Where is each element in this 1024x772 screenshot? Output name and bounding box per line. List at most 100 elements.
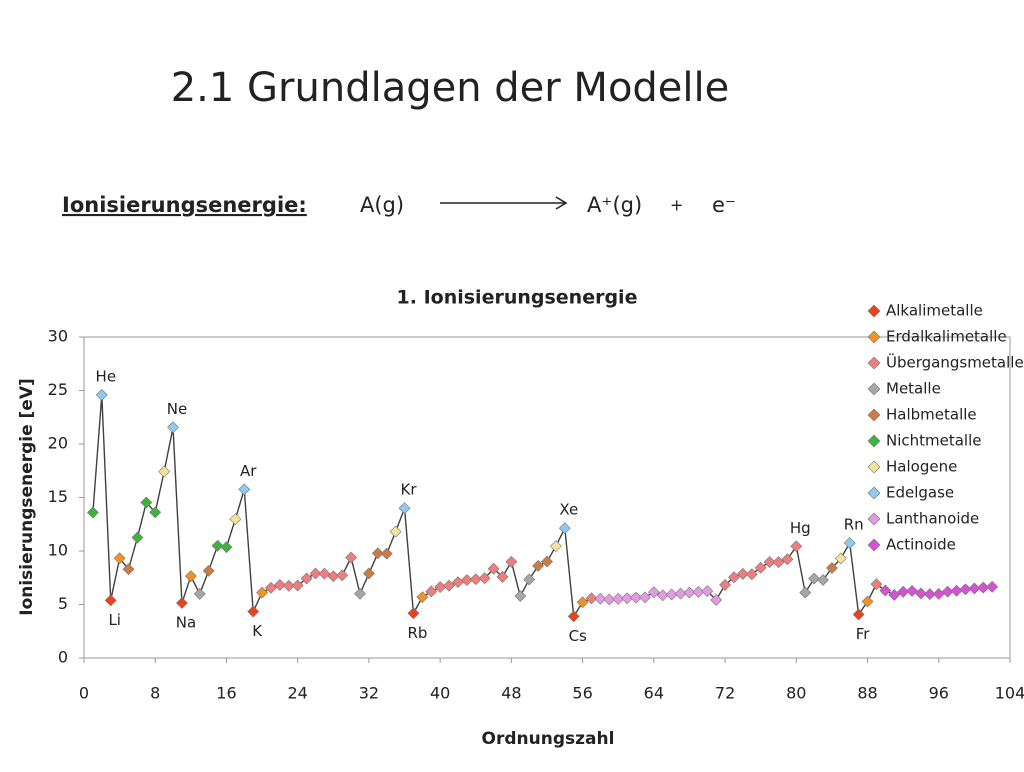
- x-tick-label: 24: [288, 684, 308, 703]
- x-tick-label: 16: [216, 684, 236, 703]
- data-point: [282, 579, 295, 592]
- data-point: [416, 591, 429, 604]
- data-point: [923, 588, 936, 601]
- legend-swatch: [867, 460, 881, 474]
- data-point: [986, 580, 999, 593]
- data-point: [95, 388, 108, 401]
- legend-label: Übergangsmetalle: [886, 353, 1024, 372]
- point-annotation: Fr: [856, 625, 871, 643]
- point-annotation: Rb: [407, 624, 427, 642]
- data-point: [639, 591, 651, 604]
- data-point: [229, 513, 242, 526]
- data-point: [870, 578, 883, 591]
- legend-swatch: [867, 356, 881, 370]
- data-point: [523, 573, 536, 586]
- legend-label: Metalle: [886, 380, 941, 398]
- legend-swatch: [867, 408, 881, 422]
- x-tick-label: 104: [995, 684, 1024, 703]
- data-point: [265, 581, 277, 594]
- data-point: [309, 567, 322, 580]
- x-tick-label: 0: [79, 684, 89, 703]
- y-tick-label: 15: [48, 487, 68, 506]
- chart-title: 1. Ionisierungsenergie: [397, 287, 638, 309]
- legend-swatch: [867, 512, 881, 526]
- y-tick-label: 5: [58, 594, 68, 613]
- data-point: [167, 421, 179, 434]
- data-point: [719, 578, 732, 591]
- data-point: [425, 585, 438, 598]
- data-point: [630, 591, 642, 604]
- x-tick-label: 8: [150, 684, 160, 703]
- slide-title: 2.1 Grundlagen der Modelle: [171, 65, 730, 111]
- data-point: [211, 539, 224, 552]
- data-point: [754, 561, 767, 574]
- x-tick-label: 80: [786, 684, 806, 703]
- data-point: [825, 562, 838, 574]
- data-point: [247, 605, 260, 618]
- data-point: [398, 502, 411, 515]
- data-point: [897, 585, 910, 598]
- data-point: [362, 567, 375, 580]
- data-point: [549, 540, 562, 553]
- legend-label: Actinoide: [886, 536, 956, 554]
- x-axis-title: Ordnungszahl: [482, 729, 615, 749]
- arrow-head: [555, 196, 568, 210]
- data-point: [772, 556, 785, 569]
- data-point: [763, 556, 776, 568]
- data-point: [336, 569, 349, 582]
- data-point: [808, 572, 821, 585]
- point-annotation: Xe: [559, 501, 578, 519]
- point-annotation: Na: [176, 614, 196, 632]
- data-point: [541, 555, 553, 568]
- data-point: [532, 559, 545, 572]
- point-annotation: Kr: [401, 481, 418, 499]
- y-tick-label: 20: [48, 434, 68, 453]
- data-point: [487, 562, 500, 575]
- data-point: [149, 506, 162, 519]
- data-point: [941, 585, 954, 598]
- data-point: [380, 547, 393, 560]
- data-point: [799, 586, 812, 599]
- data-point: [950, 584, 963, 597]
- data-point: [300, 572, 313, 585]
- data-point: [238, 483, 251, 496]
- legend-swatch: [867, 434, 881, 448]
- data-point: [594, 592, 607, 605]
- data-point: [576, 596, 589, 609]
- data-point: [603, 593, 616, 606]
- x-tick-label: 32: [359, 684, 379, 703]
- data-point: [176, 597, 188, 609]
- legend-swatch: [867, 538, 881, 552]
- legend-swatch: [867, 304, 881, 318]
- data-point: [745, 568, 758, 581]
- data-point: [888, 589, 901, 601]
- data-point: [683, 586, 696, 599]
- electron: e⁻: [712, 193, 736, 217]
- legend-label: Halbmetalle: [886, 406, 977, 424]
- data-point: [291, 579, 304, 592]
- legend-label: Halogene: [886, 458, 957, 476]
- y-tick-label: 10: [48, 541, 68, 560]
- data-point: [389, 525, 402, 538]
- x-tick-label: 96: [929, 684, 949, 703]
- data-point: [915, 587, 927, 600]
- data-point: [665, 588, 678, 601]
- data-point: [131, 531, 144, 544]
- y-tick-label: 30: [48, 327, 68, 346]
- data-point: [692, 585, 705, 598]
- x-tick-label: 40: [430, 684, 450, 703]
- data-point: [158, 465, 171, 478]
- data-point: [834, 552, 847, 565]
- data-line: [92, 394, 993, 619]
- data-point: [113, 552, 126, 565]
- legend-label: Nichtmetalle: [886, 432, 982, 450]
- point-annotation: Hg: [790, 519, 811, 537]
- y-tick-label: 0: [58, 648, 68, 667]
- point-annotation: He: [96, 367, 117, 385]
- legend-label: Alkalimetalle: [886, 302, 983, 320]
- equation-label: Ionisierungsenergie:: [62, 193, 307, 217]
- data-point: [407, 607, 420, 620]
- data-point: [496, 570, 509, 583]
- data-point: [140, 496, 153, 509]
- data-point: [202, 564, 215, 577]
